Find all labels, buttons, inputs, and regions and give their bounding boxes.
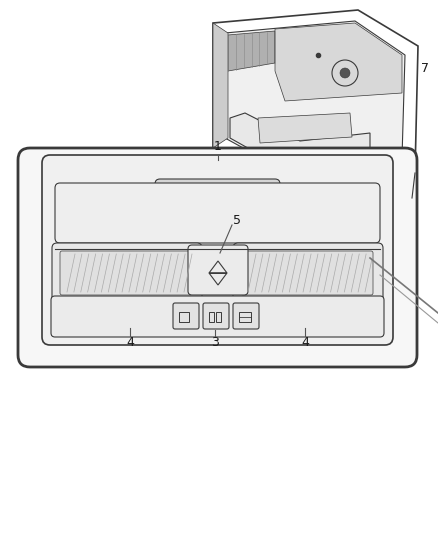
FancyBboxPatch shape [52,243,202,303]
Polygon shape [230,113,370,170]
Polygon shape [275,23,402,101]
FancyBboxPatch shape [203,303,229,329]
FancyBboxPatch shape [60,251,192,295]
Polygon shape [228,31,275,71]
Polygon shape [213,23,228,148]
Polygon shape [225,21,405,171]
Text: 7: 7 [421,62,429,76]
Text: 4: 4 [301,336,309,350]
FancyBboxPatch shape [188,245,248,295]
Bar [179,312,189,322]
Text: 1: 1 [214,141,222,154]
Bar [216,312,221,322]
Text: 4: 4 [126,336,134,350]
Bar [209,312,214,322]
Circle shape [340,68,350,78]
Polygon shape [258,113,352,143]
FancyBboxPatch shape [155,179,280,201]
Text: 5: 5 [233,214,241,228]
Bar [239,312,251,322]
FancyBboxPatch shape [233,303,259,329]
FancyBboxPatch shape [241,251,373,295]
FancyBboxPatch shape [51,296,384,337]
FancyBboxPatch shape [42,155,393,345]
Text: 3: 3 [211,336,219,350]
FancyBboxPatch shape [18,148,417,367]
FancyBboxPatch shape [233,243,383,303]
FancyBboxPatch shape [173,303,199,329]
FancyBboxPatch shape [55,183,380,243]
